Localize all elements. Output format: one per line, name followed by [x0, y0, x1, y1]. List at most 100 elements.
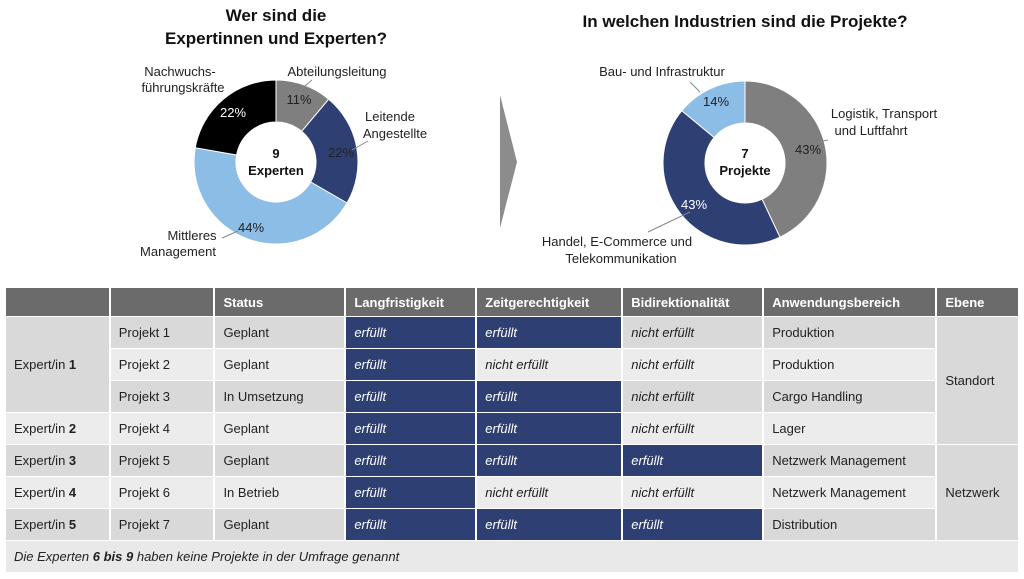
left-donut-chart: 9 Experten 11% 22% 44% 22% Abteilungslei…: [140, 64, 427, 259]
left-center-number: 9: [272, 146, 279, 161]
langfristigkeit-cell: erfüllt: [346, 509, 476, 540]
footnote: Die Experten 6 bis 9 haben keine Projekt…: [6, 541, 1018, 572]
zeitgerechtigkeit-cell: nicht erfüllt: [477, 349, 622, 380]
bidirektionalitaet-cell: nicht erfüllt: [623, 477, 763, 508]
table-row: Expert/in 2 Projekt 4 Geplant erfüllt er…: [6, 413, 1018, 444]
table-row: Expert/in 5 Projekt 7 Geplant erfüllt er…: [6, 509, 1018, 540]
right-label-bau: Bau- und Infrastruktur: [599, 64, 725, 79]
right-center-number: 7: [741, 146, 748, 161]
right-leader-bau: [689, 81, 701, 93]
projekt-cell: Projekt 1: [110, 317, 214, 348]
anwendungsbereich-cell: Distribution: [764, 509, 936, 540]
status-cell: Geplant: [215, 445, 345, 476]
right-donut-chart: 7 Projekte 43% 43% 14% Logistik, Transpo…: [542, 64, 938, 266]
right-chart-title: In welchen Industrien sind die Projekte?: [582, 12, 908, 31]
header-anwendungsbereich: Anwendungsbereich: [764, 288, 936, 316]
footnote-row: Die Experten 6 bis 9 haben keine Projekt…: [6, 541, 1018, 572]
expert-cell-2: Expert/in 2: [6, 413, 109, 444]
left-label-leitende-1: Leitende: [365, 109, 415, 124]
right-pct-bau: 14%: [703, 94, 729, 109]
table-row: Expert/in 3 Projekt 5 Geplant erfüllt er…: [6, 445, 1018, 540]
zeitgerechtigkeit-cell: nicht erfüllt: [477, 477, 622, 508]
expert-cell-1: Expert/in 1: [6, 317, 109, 412]
table-row: Projekt 3 In Umsetzung erfüllt erfüllt n…: [6, 381, 1018, 412]
footnote-before: Die Experten: [14, 549, 93, 564]
bidirektionalitaet-cell: erfüllt: [623, 445, 763, 476]
projekt-cell: Projekt 5: [110, 445, 214, 476]
expert-number: 3: [68, 453, 77, 468]
zeitgerechtigkeit-cell: erfüllt: [477, 509, 622, 540]
ebene-netzwerk: Netzwerk: [937, 445, 1018, 540]
table-header-row: Status Langfristigkeit Zeitgerechtigkeit…: [6, 288, 1018, 316]
zeitgerechtigkeit-cell: erfüllt: [477, 317, 622, 348]
expert-prefix: Expert/in: [14, 357, 69, 372]
left-leader-mittleres: [221, 230, 239, 239]
bidirektionalitaet-cell: nicht erfüllt: [623, 349, 763, 380]
bidirektionalitaet-cell: nicht erfüllt: [623, 413, 763, 444]
right-pct-logistik: 43%: [795, 142, 821, 157]
bidirektionalitaet-cell: nicht erfüllt: [623, 381, 763, 412]
left-chart-title-line1: Wer sind die: [225, 6, 327, 25]
langfristigkeit-cell: erfüllt: [346, 477, 476, 508]
left-label-leitende-2: Angestellte: [363, 126, 427, 141]
arrow-shape: [500, 95, 517, 228]
expert-number: 4: [68, 485, 77, 500]
ebene-standort: Standort: [937, 317, 1018, 444]
bidirektionalitaet-cell: nicht erfüllt: [623, 317, 763, 348]
zeitgerechtigkeit-cell: erfüllt: [477, 445, 622, 476]
langfristigkeit-cell: erfüllt: [346, 413, 476, 444]
left-chart-title: Wer sind die Expertinnen und Experten?: [145, 4, 407, 50]
right-donut-hole: [705, 123, 785, 203]
table-row: Expert/in 1 Projekt 1 Geplant erfüllt er…: [6, 317, 1018, 444]
left-pct-nachwuchs: 22%: [220, 105, 246, 120]
status-cell: Geplant: [215, 413, 345, 444]
expert-number: 1: [68, 357, 77, 372]
right-label-handel-1: Handel, E-Commerce und: [542, 234, 692, 249]
langfristigkeit-cell: erfüllt: [346, 349, 476, 380]
header-bidirektionalitaet: Bidirektionalität: [623, 288, 763, 316]
right-leader-logistik: [817, 139, 829, 143]
left-label-mittleres-2: Management: [140, 244, 216, 259]
status-cell: In Betrieb: [215, 477, 345, 508]
left-label-mittleres-1: Mittleres: [167, 228, 217, 243]
table-row: Expert/in 4 Projekt 6 In Betrieb erfüllt…: [6, 477, 1018, 508]
right-label-handel-2: Telekommunikation: [565, 251, 676, 266]
header-ebene: Ebene: [937, 288, 1018, 316]
status-cell: Geplant: [215, 509, 345, 540]
right-leader-handel: [647, 211, 691, 233]
header-expert: [6, 288, 109, 316]
projekt-cell: Projekt 6: [110, 477, 214, 508]
anwendungsbereich-cell: Netzwerk Management: [764, 445, 936, 476]
anwendungsbereich-cell: Produktion: [764, 317, 936, 348]
left-pct-leitende: 22%: [328, 145, 354, 160]
projekt-cell: Projekt 4: [110, 413, 214, 444]
projekt-cell: Projekt 3: [110, 381, 214, 412]
expert-cell-5: Expert/in 5: [6, 509, 109, 540]
header-langfristigkeit: Langfristigkeit: [346, 288, 476, 316]
expert-cell-4: Expert/in 4: [6, 477, 109, 508]
header-projekt: [110, 288, 214, 316]
footnote-after: haben keine Projekte in der Umfrage gena…: [133, 549, 400, 564]
left-leader-leitende: [351, 140, 369, 151]
expert-number: 2: [68, 421, 77, 436]
zeitgerechtigkeit-cell: erfüllt: [477, 413, 622, 444]
expert-prefix: Expert/in: [14, 517, 69, 532]
table-row: Projekt 2 Geplant erfüllt nicht erfüllt …: [6, 349, 1018, 380]
status-cell: Geplant: [215, 349, 345, 380]
right-center-text: Projekte: [719, 163, 770, 178]
header-status: Status: [215, 288, 345, 316]
donut-charts: 9 Experten 11% 22% 44% 22% Abteilungslei…: [140, 64, 938, 266]
left-donut-slices: [193, 79, 359, 245]
expert-prefix: Expert/in: [14, 485, 69, 500]
left-center-text: Experten: [248, 163, 304, 178]
langfristigkeit-cell: erfüllt: [346, 317, 476, 348]
anwendungsbereich-cell: Cargo Handling: [764, 381, 936, 412]
footnote-bold: 6 bis 9: [92, 549, 134, 564]
expert-prefix: Expert/in: [14, 421, 69, 436]
right-label-logistik-2: und Luftfahrt: [835, 123, 908, 138]
projekt-cell: Projekt 2: [110, 349, 214, 380]
anwendungsbereich-cell: Lager: [764, 413, 936, 444]
bidirektionalitaet-cell: erfüllt: [623, 509, 763, 540]
projekt-cell: Projekt 7: [110, 509, 214, 540]
left-label-abteilungsleitung: Abteilungsleitung: [287, 64, 386, 79]
